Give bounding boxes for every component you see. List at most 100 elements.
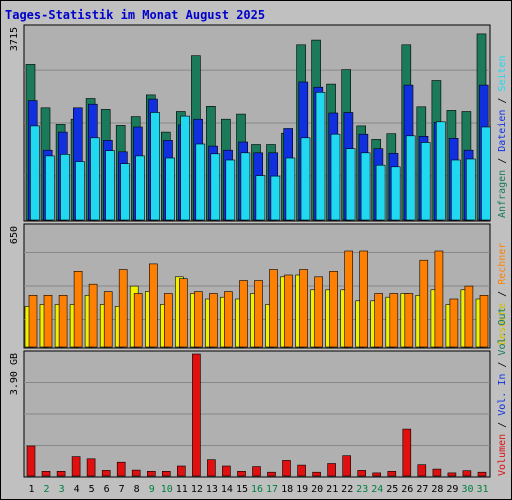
legend-requests-part-0: Anfragen	[497, 170, 508, 218]
bar-volumen-day-5	[86, 458, 96, 477]
bar-rechner-day-1	[28, 294, 38, 348]
legend-requests-part-1: /	[497, 152, 508, 170]
legend-volume-part-0: Volumen	[497, 434, 508, 476]
bar-volumen-day-7	[116, 461, 126, 477]
bar-volumen-day-1	[26, 445, 36, 477]
bar-seiten-day-17	[270, 175, 281, 221]
bar-rechner-day-12	[194, 291, 203, 348]
bar-seiten-day-7	[120, 163, 130, 221]
x-tick-label-day-16: 16	[251, 484, 263, 495]
y-max-label-volume: 3.90 GB	[9, 353, 20, 395]
bar-seiten-day-25	[390, 166, 401, 221]
legend-volume-part-3: /	[497, 356, 508, 374]
x-tick-label-day-14: 14	[221, 484, 233, 495]
bar-seiten-day-23	[360, 152, 371, 221]
bar-volumen-day-27	[417, 464, 427, 477]
bar-rechner-day-23	[359, 250, 369, 348]
bar-rechner-day-30	[464, 285, 474, 348]
bar-rechner-day-21	[329, 270, 338, 348]
x-tick-label-day-17: 17	[266, 484, 278, 495]
x-tick-label-day-24: 24	[371, 484, 383, 495]
x-tick-label-day-31: 31	[476, 484, 488, 495]
x-tick-label-day-8: 8	[134, 484, 140, 495]
x-tick-label-day-21: 21	[326, 484, 338, 495]
x-tick-label-day-9: 9	[149, 484, 155, 495]
bar-volumen-day-17	[267, 471, 276, 477]
x-tick-label-day-5: 5	[89, 484, 95, 495]
bar-volumen-day-3	[56, 470, 66, 477]
bar-seiten-day-15	[240, 152, 251, 221]
legend-volume-part-2: Vol. In	[497, 374, 508, 416]
bar-volumen-day-8	[131, 469, 141, 477]
x-tick-label-day-13: 13	[206, 484, 218, 495]
bar-rechner-day-26	[404, 293, 414, 348]
x-tick-label-day-22: 22	[341, 484, 353, 495]
legend-requests-part-3: /	[497, 92, 508, 110]
bar-volumen-day-22	[342, 455, 352, 477]
legend-requests-part-2: Dateien	[497, 110, 508, 152]
x-tick-label-day-1: 1	[28, 484, 34, 495]
bar-volumen-day-31	[477, 471, 487, 477]
bar-seiten-day-21	[330, 133, 341, 221]
bar-volumen-day-24	[372, 472, 382, 477]
bar-volumen-day-19	[297, 464, 306, 477]
bar-volumen-day-18	[282, 460, 291, 477]
bar-volumen-day-16	[252, 466, 261, 477]
x-tick-label-day-10: 10	[161, 484, 173, 495]
bar-seiten-day-26	[405, 135, 416, 221]
bar-rechner-day-6	[103, 291, 113, 348]
bar-rechner-day-22	[344, 250, 354, 348]
bar-rechner-day-16	[254, 280, 263, 348]
legend-volume-part-1: /	[497, 416, 508, 434]
x-tick-label-day-11: 11	[176, 484, 188, 495]
bar-seiten-day-11	[180, 115, 190, 221]
x-tick-label-day-2: 2	[43, 484, 49, 495]
x-tick-label-day-27: 27	[416, 484, 428, 495]
bar-rechner-day-7	[118, 269, 128, 348]
bar-volumen-day-28	[432, 468, 442, 477]
bar-seiten-day-10	[165, 157, 175, 221]
bar-rechner-day-25	[389, 293, 399, 348]
bar-seiten-day-8	[135, 155, 145, 221]
x-tick-label-day-28: 28	[431, 484, 443, 495]
x-tick-label-day-29: 29	[446, 484, 458, 495]
legend-requests: Anfragen / Dateien / Seiten	[497, 55, 508, 218]
x-tick-label-day-12: 12	[191, 484, 203, 495]
bar-seiten-day-1	[30, 125, 40, 221]
x-tick-label-day-23: 23	[356, 484, 368, 495]
bar-rechner-day-20	[314, 276, 323, 348]
x-tick-label-day-6: 6	[104, 484, 110, 495]
bar-rechner-day-10	[164, 293, 173, 348]
bar-volumen-day-21	[327, 463, 336, 477]
bar-rechner-day-14	[224, 291, 233, 348]
legend-visits-part-0: Besuche	[497, 303, 508, 345]
bar-volumen-day-2	[41, 470, 51, 477]
chart-title: Tages-Statistik im Monat August 2025	[5, 8, 266, 22]
legend-visits: Besuche / Rechner	[497, 243, 508, 345]
bar-seiten-day-6	[105, 150, 115, 221]
x-tick-label-day-26: 26	[401, 484, 413, 495]
bar-seiten-day-9	[150, 112, 160, 221]
bar-rechner-day-8	[133, 293, 143, 348]
x-tick-label-day-7: 7	[119, 484, 125, 495]
bar-volumen-day-14	[222, 465, 231, 477]
legend-visits-part-2: Rechner	[497, 243, 508, 285]
bar-volumen-day-25	[387, 470, 397, 477]
bar-seiten-day-22	[345, 148, 356, 221]
bar-seiten-day-31	[481, 126, 491, 221]
bar-rechner-day-3	[58, 294, 68, 348]
bar-seiten-day-18	[285, 157, 296, 221]
bar-rechner-day-4	[73, 270, 83, 348]
bar-volumen-day-11	[177, 465, 186, 477]
legend-visits-part-1: /	[497, 285, 508, 303]
bar-seiten-day-5	[90, 137, 100, 221]
bar-rechner-day-29	[449, 298, 459, 348]
bar-rechner-day-13	[209, 293, 218, 348]
x-tick-label-day-18: 18	[281, 484, 293, 495]
x-tick-label-day-25: 25	[386, 484, 398, 495]
bar-seiten-day-4	[75, 161, 85, 221]
legend-requests-part-4: Seiten	[497, 55, 508, 91]
bar-seiten-day-29	[450, 159, 461, 221]
bar-seiten-day-28	[435, 121, 446, 221]
